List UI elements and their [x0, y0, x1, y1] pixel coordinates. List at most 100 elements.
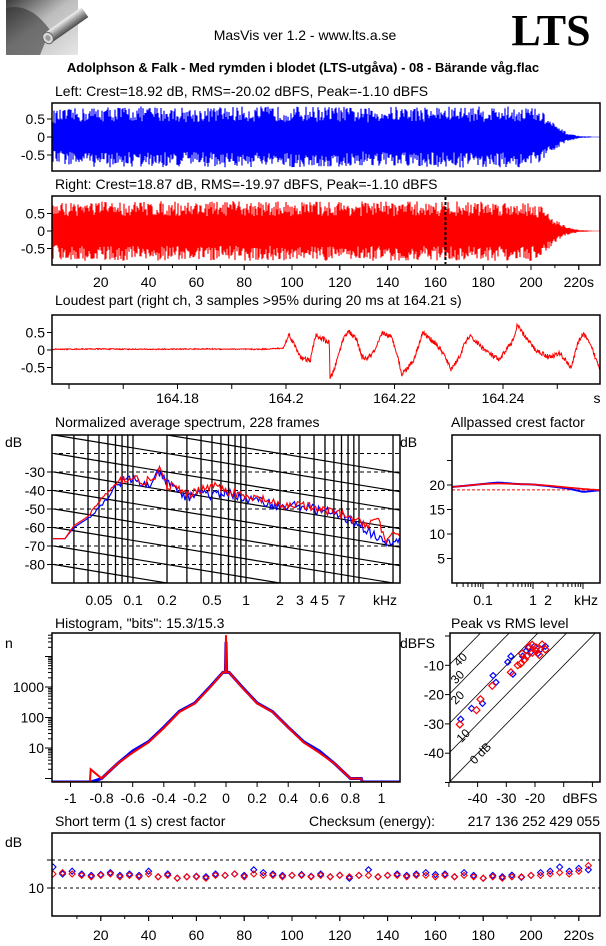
crest-right-point — [488, 873, 497, 881]
crest-right-point — [450, 873, 459, 881]
crest-line — [450, 633, 510, 695]
crest-right-point — [106, 870, 115, 878]
crest-left-point — [135, 871, 143, 880]
crest-right-point — [508, 873, 516, 881]
spectrum-plot-area — [52, 435, 400, 583]
crest-right-point — [383, 871, 392, 880]
allpassed-crest-title: Allpassed crest factor — [451, 414, 585, 430]
crest-xtick-label: 80 — [236, 927, 252, 943]
crest-left-point — [469, 871, 478, 880]
peak-rms-right-point — [537, 640, 547, 649]
short-term-crest-plot-area — [52, 859, 600, 889]
app-title: MasVis ver 1.2 - www.lts.a.se — [214, 27, 397, 43]
crest-right-point — [297, 871, 306, 880]
crest-right-point — [240, 873, 248, 881]
crest-right-point — [135, 873, 143, 881]
spectrum-slope-line — [53, 563, 171, 583]
spectrum-slope-line — [163, 435, 400, 474]
crest-left-point — [87, 871, 96, 880]
allpassed-xtick-label: 2 — [544, 592, 552, 608]
peak-rms-right-point — [528, 648, 537, 658]
crest-right-point — [202, 874, 210, 882]
spectrum-ytick-label: -70 — [25, 538, 45, 554]
crest-xtick-label: 200 — [519, 927, 543, 943]
spectrum-xtick-label: 2 — [276, 592, 284, 608]
crest-xtick-label: 220s — [564, 927, 594, 943]
crest-xtick-label: 140 — [376, 927, 400, 943]
logo-image — [6, 0, 89, 55]
crest-right-point — [221, 871, 229, 880]
crest-right-point — [374, 873, 382, 881]
crest-left-point — [422, 868, 430, 877]
crest-left-point — [402, 871, 411, 880]
histogram-xtick-label: 1 — [378, 790, 386, 806]
loudest-part-ytick-label: 0 — [37, 342, 45, 358]
time-axis-xtick-label: 140 — [376, 274, 400, 290]
peak-rms-frame — [449, 632, 601, 783]
histogram-xtick-label: -0.2 — [183, 790, 207, 806]
crest-right-point — [441, 871, 449, 880]
crest-right-point — [192, 873, 201, 881]
histogram-xtick-label: 0.6 — [310, 790, 330, 806]
crest-right-point — [87, 873, 96, 881]
right-waveform-ytick-label: -0.5 — [21, 241, 45, 257]
histogram-ylabel: n — [5, 635, 13, 651]
spectrum-xtick-label: 5 — [321, 592, 329, 608]
right-waveform-trace — [52, 201, 600, 261]
crest-right-point — [211, 871, 220, 880]
crest-left-point — [488, 871, 497, 880]
loudest-part-plot-area — [52, 322, 600, 379]
crest-right-point — [144, 870, 153, 878]
crest-right-point — [97, 871, 105, 880]
histogram-xtick-label: -0.6 — [121, 790, 145, 806]
allpassed-ytick-label: 15 — [429, 502, 445, 518]
peak-rms-right-point — [520, 655, 530, 664]
time-axis-xtick-label: 60 — [189, 274, 205, 290]
spectrum-xtick-label: 0.2 — [157, 592, 177, 608]
crest-left-point — [412, 870, 421, 878]
crest-left-point — [77, 870, 86, 878]
allpassed-xtick-label: 0.1 — [473, 592, 493, 608]
allpassed-xunit: kHz — [574, 592, 598, 608]
crest-right-point — [527, 871, 535, 880]
brand-logo-text: LTS — [511, 6, 590, 55]
histogram-xtick-label: -0.4 — [152, 790, 176, 806]
checksum-label: Checksum (energy): — [309, 813, 435, 829]
spectrum-slope-line — [53, 452, 400, 511]
crest-left-point — [249, 866, 258, 874]
crest-right-point — [183, 873, 191, 881]
time-axis-xtick-label: 80 — [236, 274, 252, 290]
left-waveform-ytick-label: 0.5 — [26, 111, 46, 127]
histogram-ytick-label: 10 — [28, 740, 44, 756]
time-axis-xtick-label: 160 — [424, 274, 448, 290]
allpassed-ytick-label: 5 — [437, 551, 445, 567]
crest-right-point — [460, 871, 468, 880]
loudest-part-ytick-label: 0.5 — [26, 325, 46, 341]
crest-ytick-label: 10 — [28, 880, 44, 896]
crest-right-point — [517, 873, 526, 881]
crest-line — [450, 633, 596, 782]
peak-rms-left-point — [467, 704, 476, 713]
time-axis-xtick-label: 100 — [280, 274, 304, 290]
spectrum-ytick-label: -80 — [25, 557, 45, 573]
peak-rms-right-point — [531, 646, 540, 655]
crest-xtick-label: 180 — [472, 927, 496, 943]
allpassed-right-line — [452, 482, 600, 491]
loudest-part-xtick-label: 164.2 — [268, 390, 303, 406]
crest-xtick-label: 160 — [424, 927, 448, 943]
crest-right-point — [307, 873, 315, 881]
time-axis-xtick-label: 120 — [328, 274, 352, 290]
spectrum-slope-line — [53, 508, 400, 567]
crest-left-point — [211, 870, 220, 878]
peak-rms-right-point — [455, 720, 465, 729]
crest-left-point — [144, 867, 153, 875]
crest-left-point — [565, 867, 574, 875]
crest-xtick-label: 40 — [141, 927, 157, 943]
crest-left-point — [202, 873, 210, 881]
spectrum-ytick-label: -30 — [25, 464, 45, 480]
peak-rms-ylabel: dBFS — [400, 635, 435, 651]
crest-left-point — [441, 870, 449, 878]
crest-right-point — [77, 871, 86, 880]
short-term-crest-title: Short term (1 s) crest factor — [55, 813, 226, 829]
